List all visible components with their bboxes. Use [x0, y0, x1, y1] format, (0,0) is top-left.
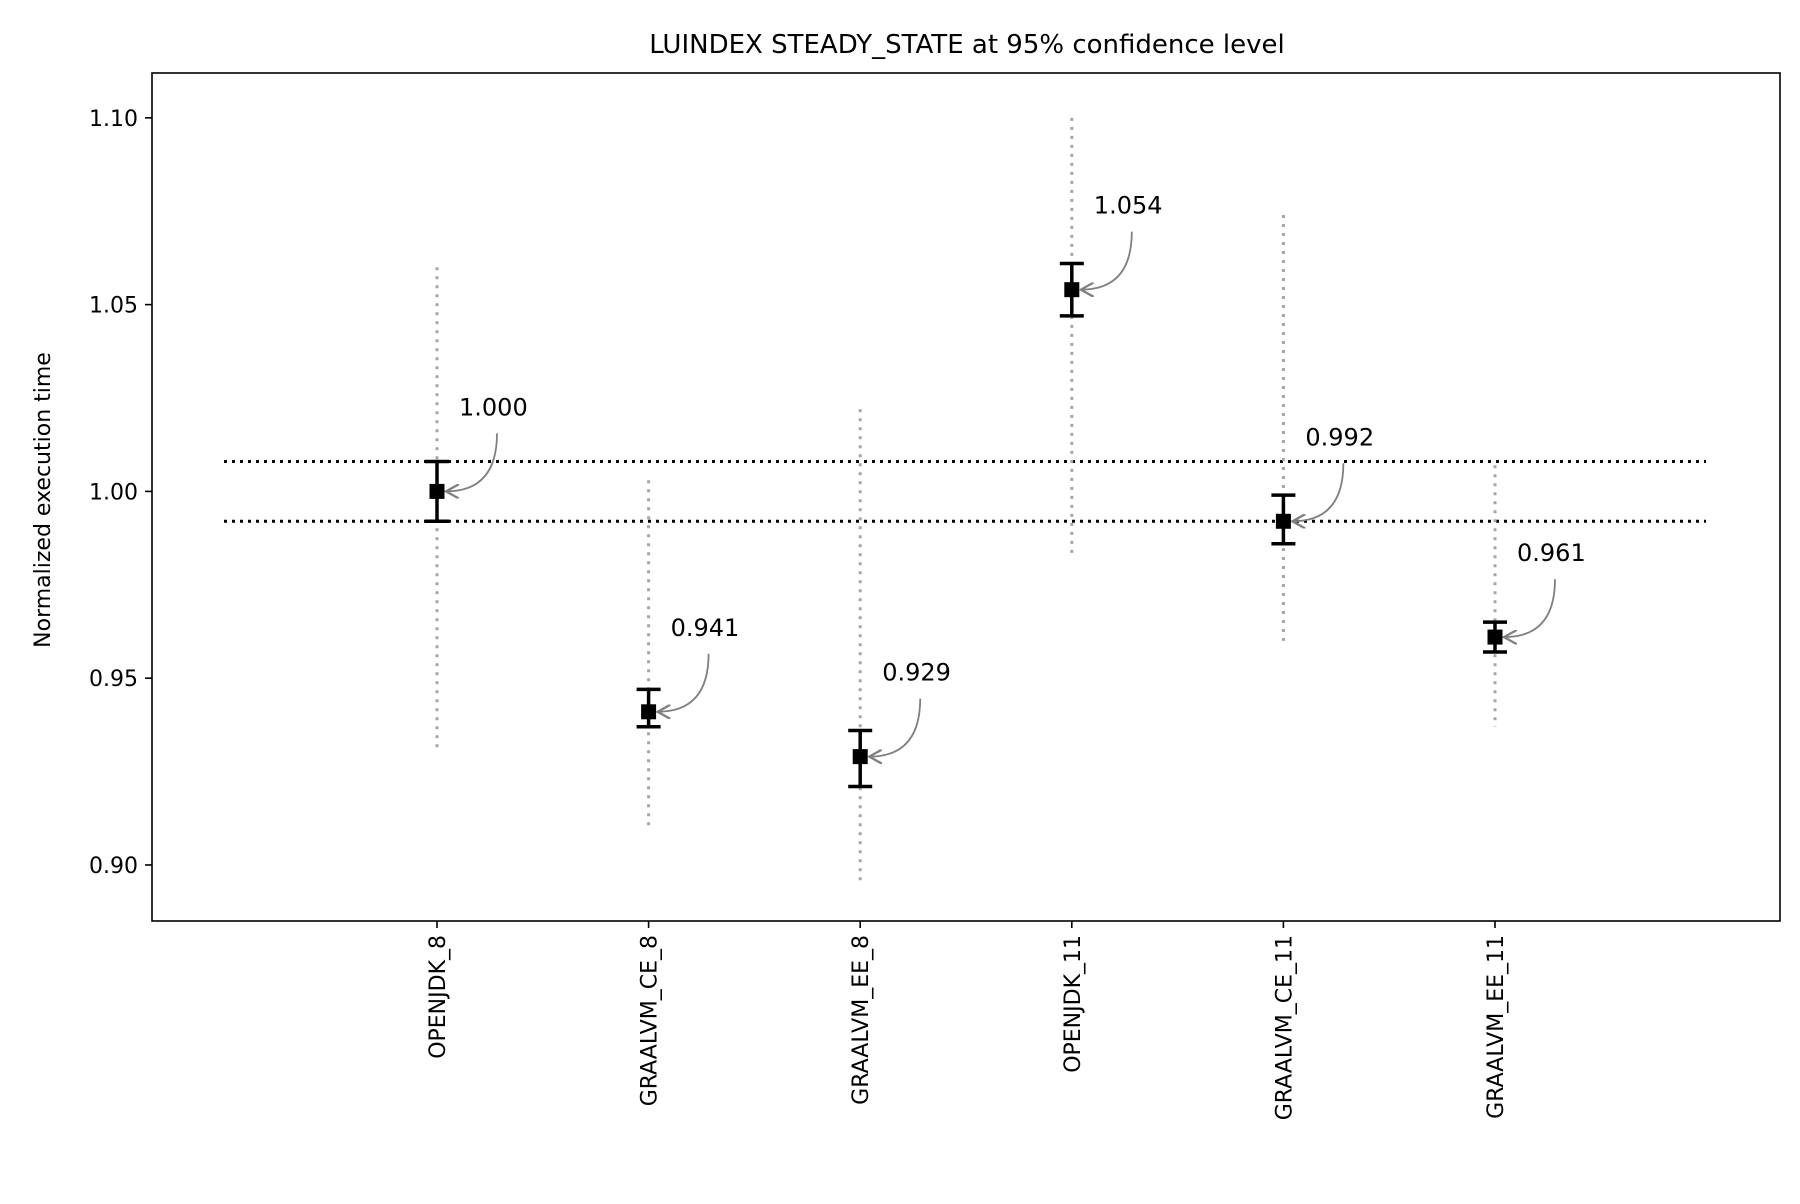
- annotation-arrow: [869, 698, 922, 757]
- data-point-marker: [1275, 513, 1291, 529]
- plot-frame: [151, 72, 1781, 922]
- x-tick-label: GRAALVM_EE_8: [849, 935, 874, 1105]
- annotation-arrow: [658, 653, 710, 712]
- data-point-marker: [1064, 282, 1080, 298]
- data-point-marker: [641, 704, 657, 720]
- data-point-marker: [429, 483, 445, 499]
- annotation-arrow: [446, 433, 498, 491]
- data-point-label: 0.941: [671, 614, 740, 642]
- y-tick-label: 0.90: [89, 854, 138, 879]
- data-point-label: 1.000: [459, 393, 528, 421]
- y-tick-label: 1.05: [89, 294, 138, 319]
- x-tick-label: GRAALVM_CE_8: [638, 935, 663, 1106]
- annotation-arrow: [1504, 579, 1556, 637]
- y-tick-label: 1.00: [89, 480, 138, 505]
- x-tick-label: GRAALVM_EE_11: [1484, 935, 1509, 1119]
- data-point-label: 1.054: [1094, 192, 1163, 220]
- y-axis-label: Normalized execution time: [31, 352, 56, 648]
- plot-layer: 0.90 0.95 1.00 1.05 1.10 OPENJDK_8 GRAALVM_CE_…: [89, 107, 1706, 1120]
- data-point-marker: [1487, 629, 1503, 645]
- data-point-marker: [852, 749, 868, 765]
- y-tick-label: 0.95: [89, 667, 138, 692]
- annotation-arrow: [1081, 231, 1133, 290]
- y-tick-label: 1.10: [89, 107, 138, 132]
- x-tick-label: GRAALVM_CE_11: [1272, 935, 1297, 1120]
- data-point-label: 0.929: [882, 659, 951, 687]
- data-point-label: 0.992: [1305, 423, 1374, 451]
- chart-title: LUINDEX STEADY_STATE at 95% confidence l…: [649, 30, 1285, 60]
- x-tick-label: OPENJDK_8: [426, 935, 451, 1059]
- data-point-label: 0.961: [1517, 539, 1586, 567]
- annotation-arrow: [1292, 463, 1345, 521]
- x-tick-label: OPENJDK_11: [1061, 935, 1086, 1073]
